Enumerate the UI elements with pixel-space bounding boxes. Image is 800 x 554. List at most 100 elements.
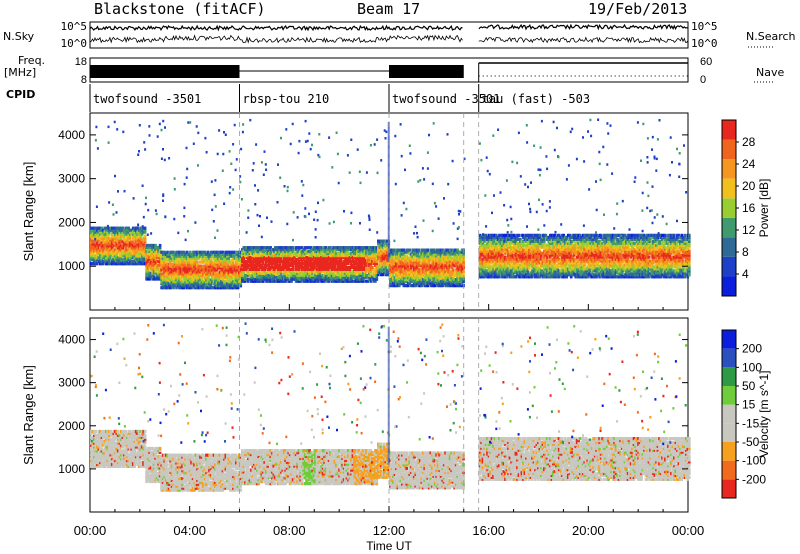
echo-cell [128,252,132,256]
echo-cell [215,284,219,288]
echo-cell [116,226,120,230]
echo-cell [93,256,96,260]
echo-cell [158,253,162,257]
echo-cell [188,254,192,258]
echo-cell [128,262,132,266]
echo-cell [220,266,223,270]
echo-cell [181,272,184,276]
echo-cell [161,276,165,280]
echo-cell [140,260,144,264]
echo-cell [191,252,195,256]
echo-cell [217,282,220,286]
echo-cell [96,262,99,266]
echo-cell [221,278,225,282]
echo-cell [96,244,99,248]
echo-cell [178,276,181,280]
echo-cell [119,232,123,236]
echo-cell [97,256,101,260]
echo-cell [169,266,172,270]
echo-cell [158,243,162,248]
echo-cell [130,240,133,244]
echo-cell [226,258,229,262]
echo-cell [166,252,169,256]
echo-cell [160,260,163,264]
echo-cell [215,272,219,276]
echo-cell [93,244,96,248]
echo-cell [167,256,171,260]
echo-cell [205,270,208,274]
echo-cell [215,278,219,282]
echo-cell [115,260,118,264]
echo-cell [197,276,201,280]
echo-cell [214,266,217,270]
echo-cell [175,282,178,286]
echo-cell [130,250,133,254]
echo-cell [170,278,174,282]
echo-cell [100,260,104,264]
echo-cell [194,258,198,262]
echo-cell [127,234,130,238]
echo-cell [94,232,98,236]
echo-cell [140,262,144,266]
echo-cell [102,262,105,266]
echo-cell [175,262,178,266]
echo-cell [124,260,127,264]
echo-cell [230,254,234,258]
echo-cell [131,256,135,260]
echo-cell [139,248,142,252]
echo-cell [112,240,115,244]
echo-cell [148,263,151,267]
echo-cell [113,254,117,258]
echo-cell [96,242,99,246]
echo-cell [122,236,126,240]
echo-cell [139,240,142,244]
echo-cell [151,243,154,248]
echo-cell [142,230,145,234]
noise-data-gap [463,23,479,47]
echo-cell [185,250,189,254]
echo-cell [131,234,135,238]
echo-cell [235,258,238,262]
echo-cell [200,286,204,290]
echo-cell [119,236,123,240]
echo-cell [227,250,231,254]
echo-cell [100,230,104,234]
echo-cell [97,252,101,256]
echo-cell [230,260,234,264]
echo-cell [224,250,228,254]
echo-cell [154,255,157,259]
echo-cell [206,278,210,282]
echo-cell [139,232,142,236]
echo-cell [211,278,214,282]
echo-cell [224,264,228,268]
echo-cell [133,226,136,230]
echo-cell [235,282,238,286]
echo-cell [169,262,172,266]
echo-cell [184,254,187,258]
echo-cell [184,272,187,276]
echo-cell [90,240,93,244]
echo-cell [154,245,157,250]
echo-cell [155,253,159,257]
echo-cell [99,242,102,246]
echo-cell [154,243,157,248]
echo-cell [119,230,123,234]
echo-cell [206,282,210,286]
echo-cell [149,253,153,257]
echo-cell [140,242,144,246]
echo-cell [152,277,156,281]
echo-cell [200,250,204,254]
echo-cell [127,244,130,248]
echo-cell [149,271,153,275]
echo-cell [220,268,223,272]
echo-cell [233,274,237,278]
echo-cell [93,234,96,238]
echo-cell [232,286,235,290]
echo-cell [167,278,171,282]
echo-cell [417,248,420,252]
echo-cell [137,258,141,262]
echo-cell [220,284,223,288]
echo-cell [125,258,129,262]
echo-cell [96,238,99,242]
echo-cell [158,275,162,279]
